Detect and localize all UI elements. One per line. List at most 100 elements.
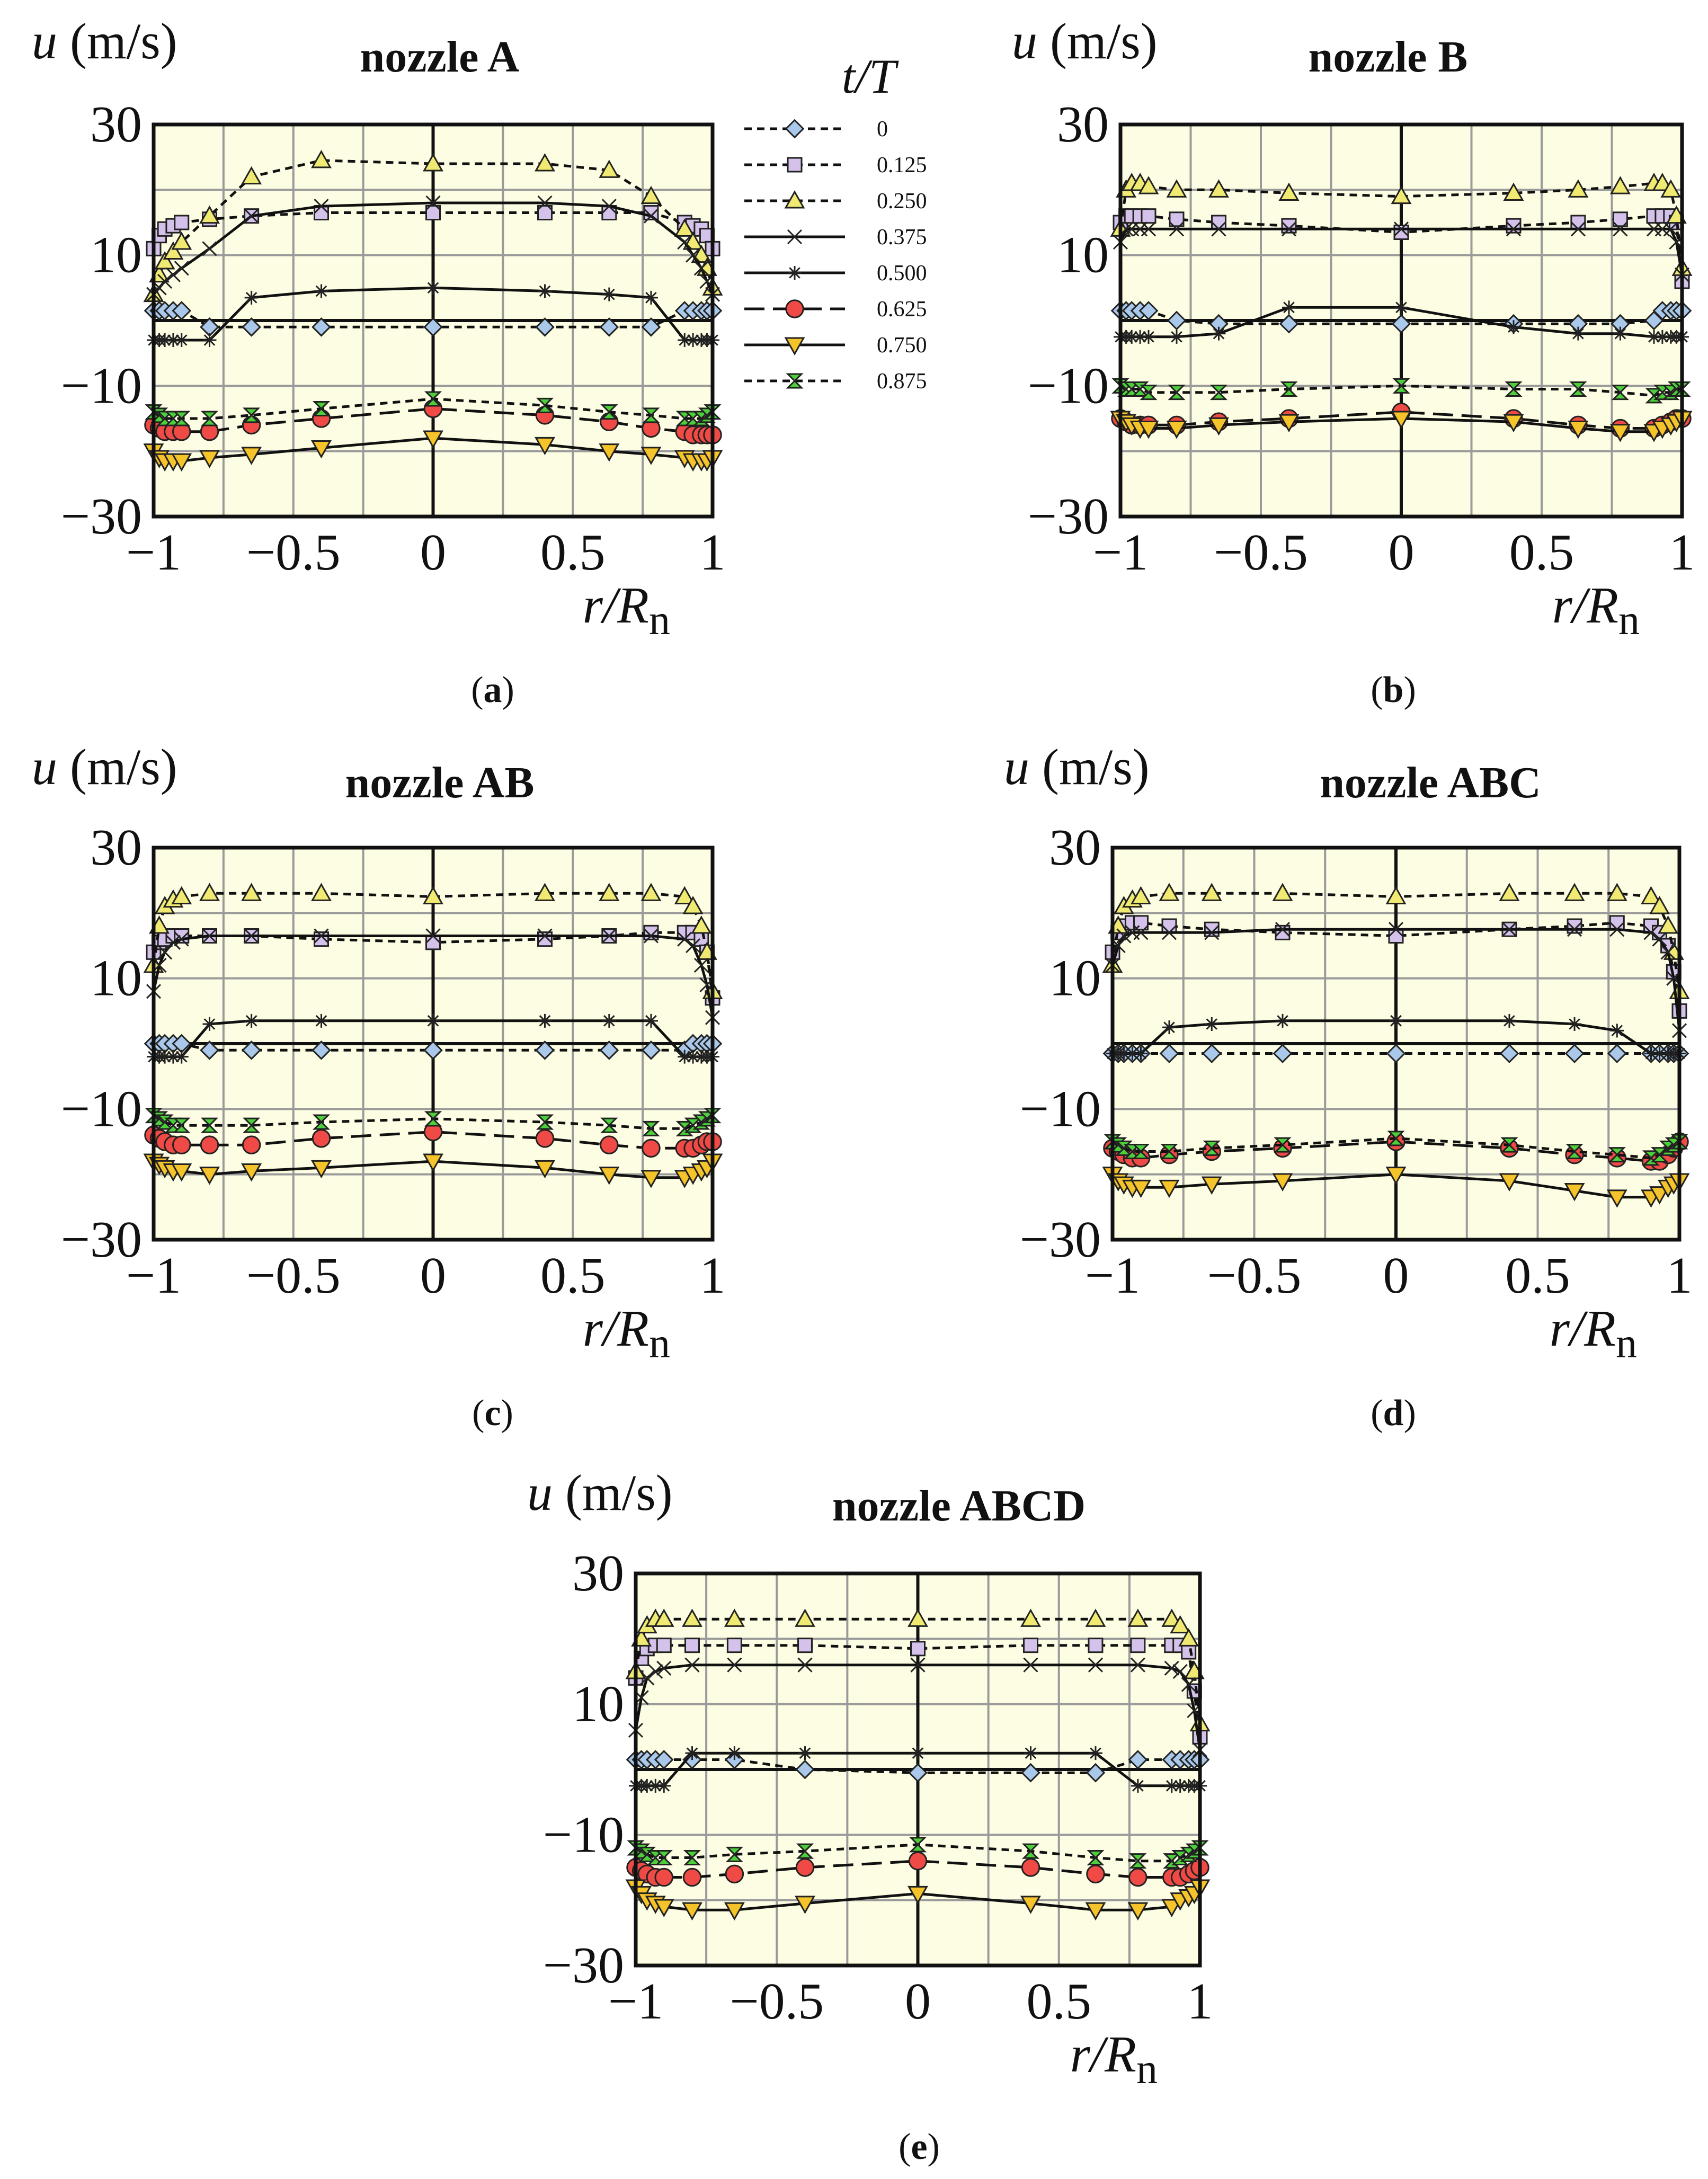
data-point [243, 407, 261, 423]
data-point [202, 241, 217, 256]
data-point [1212, 326, 1226, 341]
data-point [1169, 221, 1185, 237]
data-point [312, 401, 331, 416]
data-point [599, 1167, 620, 1185]
x-tick-label: 0.5 [540, 1247, 606, 1304]
x-tick-label: −1 [126, 524, 181, 581]
data-point [600, 1135, 619, 1154]
data-point [683, 1850, 701, 1865]
data-point [1141, 208, 1157, 224]
data-point [199, 450, 220, 468]
legend-marker [784, 190, 805, 209]
data-point [1391, 314, 1411, 334]
legend: t/T 0 0.125 0.250 0.375 0.500 0.625 0.750 0.875 [744, 49, 927, 394]
data-point [910, 1641, 926, 1657]
data-point [1386, 1044, 1406, 1063]
series-0.875 [145, 1108, 722, 1136]
data-point [426, 1013, 440, 1028]
data-point [1130, 1638, 1146, 1653]
data-point [1388, 922, 1404, 937]
data-point [244, 290, 259, 305]
data-point [648, 1664, 663, 1679]
data-point [1159, 1044, 1179, 1063]
data-point [172, 301, 192, 321]
data-point [796, 1843, 814, 1859]
data-point [199, 1167, 220, 1185]
data-point [1134, 1046, 1148, 1061]
data-point [1663, 221, 1678, 237]
data-point [1650, 1147, 1669, 1163]
x-tick-label: −0.5 [1214, 524, 1308, 581]
x-tick-label: −1 [126, 1247, 181, 1304]
data-point [1387, 1131, 1405, 1146]
x-axis-label: r/Rn [583, 577, 670, 644]
data-point [674, 218, 695, 237]
data-point [1567, 918, 1582, 934]
data-point [244, 208, 259, 224]
data-point [426, 281, 440, 295]
data-point [910, 1657, 926, 1673]
data-point [1170, 330, 1184, 344]
data-point [200, 1040, 219, 1060]
data-point [241, 447, 262, 465]
data-point [640, 883, 662, 901]
data-point [1201, 1176, 1222, 1195]
series-0.375 [1105, 922, 1687, 1038]
legend-entry-0.750: 0.750 [744, 333, 927, 358]
data-point [1208, 179, 1229, 198]
data-point [1658, 915, 1679, 934]
data-point [199, 205, 220, 224]
data-point [171, 232, 192, 250]
data-point [1499, 1044, 1519, 1063]
data-point [1130, 1657, 1145, 1673]
data-point [908, 1885, 928, 1905]
panel-5: 30 10 −10 −30−1 −0.5 0 0.5 1 r/Rn u (m/s) nozzle A… [527, 1464, 1213, 2167]
data-point [1392, 378, 1410, 394]
plot-frame [1118, 122, 1684, 519]
series-0.875 [145, 391, 722, 426]
data-point [1164, 1778, 1179, 1793]
data-point [682, 1867, 702, 1887]
series-0.875 [627, 1837, 1209, 1869]
data-point [795, 1759, 815, 1780]
data-point [425, 195, 441, 211]
data-point [244, 1013, 259, 1028]
x-tick-label: 0.5 [1505, 1247, 1570, 1304]
data-point [314, 931, 329, 947]
x-tick-label: −0.5 [730, 1973, 824, 2030]
y-axis-label: u (m/s) [32, 739, 177, 795]
data-point [1166, 179, 1187, 198]
y-tick-label: 30 [572, 1545, 624, 1602]
data-point [1609, 922, 1625, 937]
data-point [425, 935, 441, 950]
x-tick-label: 0 [905, 1973, 931, 2030]
data-point [1500, 1137, 1518, 1153]
data-point [1133, 925, 1149, 940]
data-point [1088, 1746, 1102, 1760]
x-tick-label: 0.5 [1509, 524, 1574, 581]
data-point [1571, 326, 1585, 341]
legend-marker [785, 119, 805, 139]
data-point [242, 1135, 261, 1154]
data-point [423, 1040, 443, 1060]
data-point [653, 1899, 674, 1917]
data-point [1161, 925, 1177, 940]
data-point [173, 411, 191, 426]
series-0.250 [143, 883, 723, 999]
data-point [1391, 185, 1412, 204]
data-point [242, 317, 261, 337]
data-point [1173, 1778, 1187, 1793]
legend-label: 0.375 [877, 225, 927, 250]
data-point [314, 928, 329, 944]
legend-marker [786, 373, 804, 389]
data-point [1021, 1858, 1040, 1877]
data-point [1394, 300, 1408, 315]
data-point [1138, 421, 1159, 439]
data-point [1568, 179, 1589, 198]
data-point [653, 1608, 674, 1627]
series-0.500 [147, 281, 719, 347]
data-point [655, 1850, 673, 1865]
legend-label: 0.250 [877, 189, 927, 214]
data-point [1204, 925, 1220, 940]
x-axis-label: r/Rn [583, 1300, 670, 1367]
